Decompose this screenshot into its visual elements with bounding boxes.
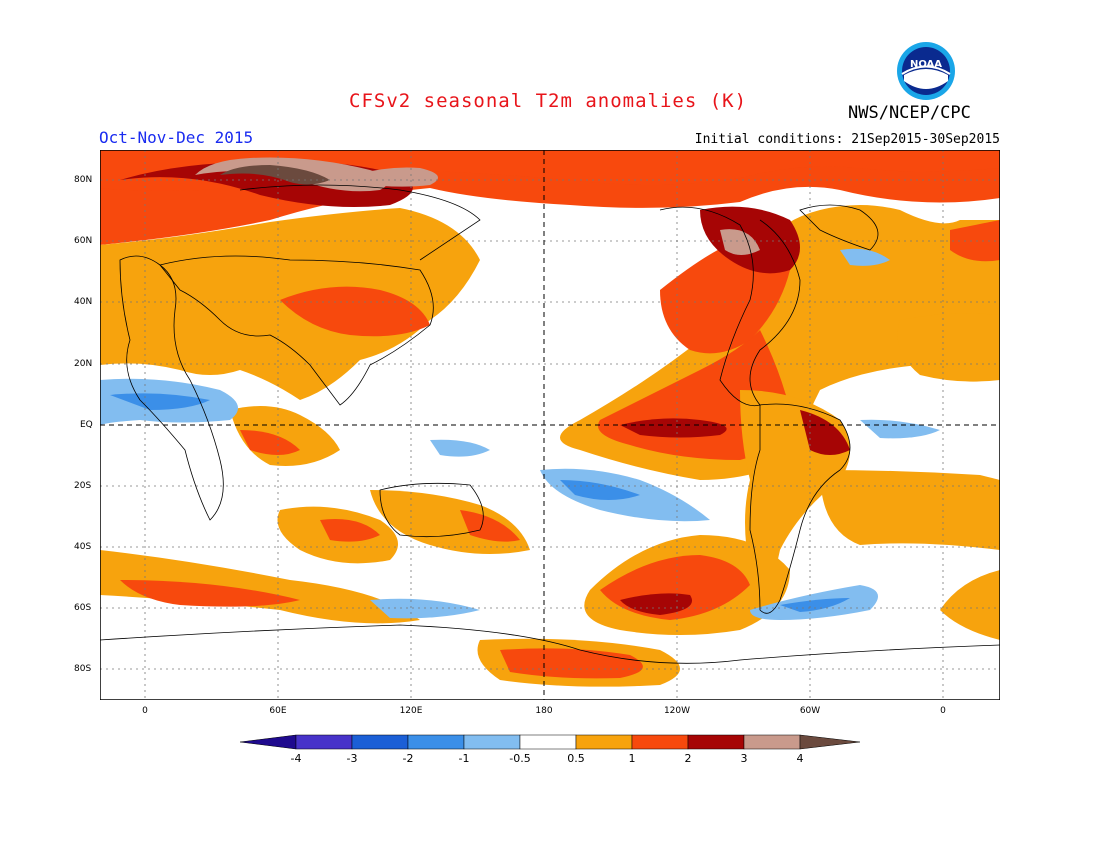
season-label: Oct-Nov-Dec 2015 [99, 128, 254, 147]
colorbar-label: 3 [740, 752, 748, 765]
colorbar-label: 4 [796, 752, 804, 765]
lon-label-180: 180 [535, 706, 553, 716]
lat-label-80s: 80S [74, 664, 92, 674]
antarctica-outline [100, 624, 1000, 664]
graticule [100, 150, 1000, 700]
lon-label-120e: 120E [399, 706, 423, 716]
eurasia-outline [159, 255, 434, 406]
colorbar-left-arrow [240, 734, 297, 750]
lat-label-60s: 60S [74, 603, 92, 613]
colorbar-label: -0.5 [509, 752, 531, 765]
lat-label-20n: 20N [74, 359, 93, 369]
initial-conditions-label: Initial conditions: 21Sep2015-30Sep2015 [694, 132, 1000, 147]
colorbar-label: 2 [684, 752, 692, 765]
lat-label-40s: 40S [74, 542, 92, 552]
greenland-outline [799, 204, 879, 251]
lat-label-60n: 60N [74, 236, 93, 246]
siberia-extreme-region [220, 165, 330, 185]
map-title: CFSv2 seasonal T2m anomalies (K) [349, 90, 748, 112]
lat-label-80n: 80N [74, 175, 93, 185]
anomaly-map [100, 150, 1000, 700]
north-america-outline [659, 206, 801, 407]
equator-dateline [100, 150, 1000, 700]
lat-label-40n: 40N [74, 297, 93, 307]
lat-label-eq: EQ [80, 420, 93, 430]
colorbar-label: -3 [346, 752, 358, 765]
south-america-outline [749, 403, 851, 614]
coastlines [100, 184, 1000, 664]
lon-label-0-east: 0 [940, 706, 946, 716]
colorbar-label: -1 [458, 752, 470, 765]
colorbar-label: -2 [402, 752, 414, 765]
lon-label-0-west: 0 [142, 706, 148, 716]
lon-label-60e: 60E [269, 706, 287, 716]
colorbar-right-arrow [799, 734, 860, 750]
agency-label: NWS/NCEP/CPC [848, 103, 971, 123]
colorbar-label: 1 [628, 752, 636, 765]
australia-outline [379, 482, 484, 538]
colorbar-label: -4 [290, 752, 302, 765]
colorbar [240, 734, 860, 750]
lon-label-60w: 60W [799, 706, 821, 716]
colorbar-label: 0.5 [567, 752, 585, 765]
lat-label-20s: 20S [74, 481, 92, 491]
lon-label-120w: 120W [663, 706, 691, 716]
noaa-logo-text: NOAA [910, 59, 942, 70]
noaa-logo: NOAA [897, 42, 955, 100]
africa-outline [119, 255, 224, 521]
